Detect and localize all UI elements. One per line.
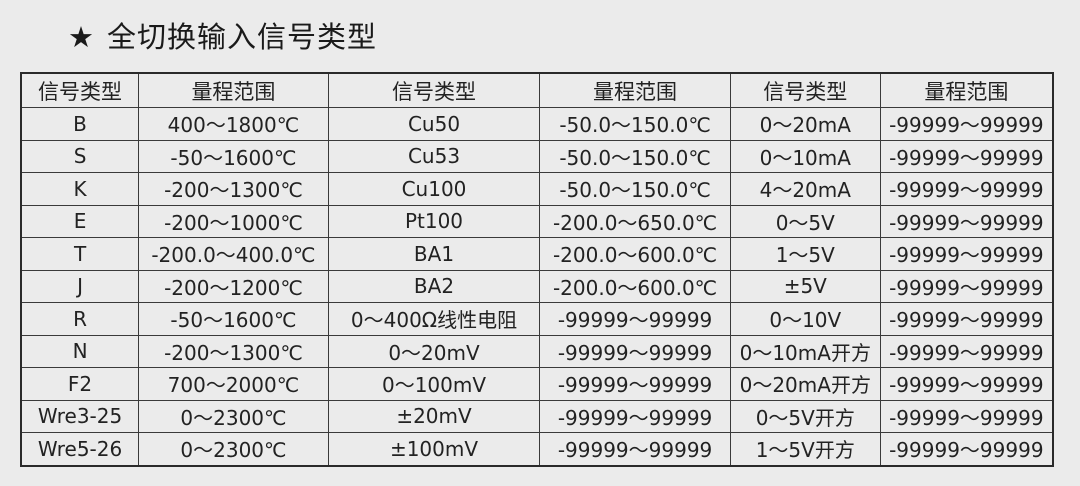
signal-type-cell: 4～20mA <box>729 172 881 206</box>
range-cell: -200～1300℃ <box>138 334 329 368</box>
range-cell: -99999～99999 <box>879 269 1054 303</box>
signal-type-cell: B <box>20 107 140 141</box>
signal-type-cell: N <box>20 334 140 368</box>
signal-type-cell: Pt100 <box>327 204 541 238</box>
table-row: S -50～1600℃ Cu53 -50.0～150.0℃ 0～10mA -99999～9… <box>20 139 1054 173</box>
table-row: Wre5-26 0～2300℃ ±100mV -99999～99999 1～5V开方 -9… <box>20 432 1054 466</box>
range-cell: -50～1600℃ <box>138 302 329 336</box>
signal-type-cell: E <box>20 204 140 238</box>
signal-type-cell: 0～20mA <box>729 107 881 141</box>
page-title: ★ 全切换输入信号类型 <box>68 14 377 56</box>
range-cell: -200～1000℃ <box>138 204 329 238</box>
signal-type-cell: 0～100mV <box>327 367 541 401</box>
range-cell: -50.0～150.0℃ <box>539 172 731 206</box>
signal-type-cell: 0～400Ω线性电阻 <box>327 302 541 336</box>
table-row: E -200～1000℃ Pt100 -200.0～650.0℃ 0～5V -99999～… <box>20 204 1054 238</box>
range-cell: -200～1200℃ <box>138 269 329 303</box>
range-cell: -50.0～150.0℃ <box>539 139 731 173</box>
signal-type-cell: ±20mV <box>327 399 541 433</box>
range-cell: -99999～99999 <box>539 399 731 433</box>
range-cell: -99999～99999 <box>879 302 1054 336</box>
column-header: 量程范围 <box>539 72 731 108</box>
range-cell: -99999～99999 <box>539 367 731 401</box>
signal-type-cell: 0～10mA开方 <box>729 334 881 368</box>
range-cell: -200.0～650.0℃ <box>539 204 731 238</box>
signal-type-cell: Cu53 <box>327 139 541 173</box>
table-row: N -200～1300℃ 0～20mV -99999～99999 0～10mA开方 -99… <box>20 334 1054 368</box>
range-cell: -99999～99999 <box>879 107 1054 141</box>
signal-type-cell: R <box>20 302 140 336</box>
signal-type-table: 信号类型 量程范围 信号类型 量程范围 信号类型 量程范围 B 400～1800℃ Cu50-… <box>20 72 1054 467</box>
signal-type-cell: BA2 <box>327 269 541 303</box>
range-cell: 0～2300℃ <box>138 399 329 433</box>
range-cell: -200.0～600.0℃ <box>539 237 731 271</box>
page-title-text: 全切换输入信号类型 <box>107 20 378 54</box>
column-header: 信号类型 <box>20 72 140 108</box>
range-cell: -99999～99999 <box>879 172 1054 206</box>
range-cell: 700～2000℃ <box>138 367 329 401</box>
range-cell: -99999～99999 <box>879 367 1054 401</box>
table-row: B 400～1800℃ Cu50 -50.0～150.0℃ 0～20mA -99999～9… <box>20 107 1054 141</box>
signal-type-cell: T <box>20 237 140 271</box>
column-header: 信号类型 <box>327 72 541 108</box>
signal-type-cell: 0～5V开方 <box>729 399 881 433</box>
signal-type-cell: 0～10mA <box>729 139 881 173</box>
range-cell: -99999～99999 <box>879 139 1054 173</box>
signal-type-cell: ±5V <box>729 269 881 303</box>
column-header: 量程范围 <box>879 72 1054 108</box>
signal-type-cell: 0～20mV <box>327 334 541 368</box>
table-row: T -200.0～400.0℃ BA1 -200.0～600.0℃ 1～5V -99999… <box>20 237 1054 271</box>
signal-type-cell: BA1 <box>327 237 541 271</box>
range-cell: -200.0～400.0℃ <box>138 237 329 271</box>
range-cell: -50～1600℃ <box>138 139 329 173</box>
range-cell: 400～1800℃ <box>138 107 329 141</box>
table-row: J -200～1200℃ BA2 -200.0～600.0℃ ±5V -99999～999… <box>20 269 1054 303</box>
signal-type-cell: 0～5V <box>729 204 881 238</box>
range-cell: -99999～99999 <box>879 432 1054 466</box>
range-cell: -99999～99999 <box>879 237 1054 271</box>
range-cell: -200～1300℃ <box>138 172 329 206</box>
range-cell: -99999～99999 <box>879 204 1054 238</box>
column-header: 信号类型 <box>729 72 881 108</box>
signal-type-cell: K <box>20 172 140 206</box>
range-cell: -99999～99999 <box>539 432 731 466</box>
table-header-row: 信号类型 量程范围 信号类型 量程范围 信号类型 量程范围 <box>20 72 1054 108</box>
range-cell: -99999～99999 <box>539 334 731 368</box>
table-row: K -200～1300℃ Cu100 -50.0～150.0℃ 4～20mA -99999… <box>20 172 1054 206</box>
range-cell: -99999～99999 <box>539 302 731 336</box>
table-row: F2 700～2000℃ 0～100mV -99999～99999 0～20mA开方 -9… <box>20 367 1054 401</box>
signal-type-cell: Cu100 <box>327 172 541 206</box>
signal-type-cell: J <box>20 269 140 303</box>
signal-type-cell: Wre3-25 <box>20 399 140 433</box>
signal-type-cell: 1～5V开方 <box>729 432 881 466</box>
signal-type-cell: ±100mV <box>327 432 541 466</box>
range-cell: -99999～99999 <box>879 399 1054 433</box>
table-row: R -50～1600℃ 0～400Ω线性电阻 -99999～99999 0～10V -99… <box>20 302 1054 336</box>
signal-type-cell: S <box>20 139 140 173</box>
range-cell: -200.0～600.0℃ <box>539 269 731 303</box>
signal-type-cell: 0～20mA开方 <box>729 367 881 401</box>
range-cell: -99999～99999 <box>879 334 1054 368</box>
star-icon: ★ <box>68 20 95 54</box>
signal-type-cell: F2 <box>20 367 140 401</box>
range-cell: -50.0～150.0℃ <box>539 107 731 141</box>
signal-type-cell: 1～5V <box>729 237 881 271</box>
column-header: 量程范围 <box>138 72 329 108</box>
signal-type-cell: 0～10V <box>729 302 881 336</box>
signal-type-cell: Cu50 <box>327 107 541 141</box>
range-cell: 0～2300℃ <box>138 432 329 466</box>
signal-type-cell: Wre5-26 <box>20 432 140 466</box>
table-row: Wre3-25 0～2300℃ ±20mV -99999～99999 0～5V开方 -99… <box>20 399 1054 433</box>
